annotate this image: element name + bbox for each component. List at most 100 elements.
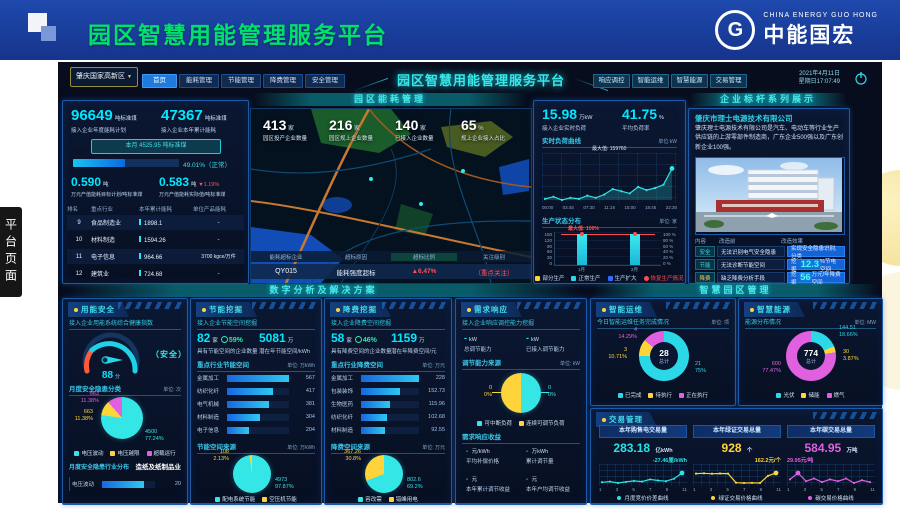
legend-item[interactable]: 电压越限	[110, 449, 140, 457]
demand-pie[interactable]	[501, 373, 541, 413]
energy-donut-chart[interactable]: 774 总计	[786, 331, 836, 381]
chart-legend: 配电系统节能 空压机节能	[191, 495, 321, 503]
legend-item[interactable]: 空压机节能	[262, 495, 297, 503]
legend-item[interactable]: 连续可调节负荷	[519, 419, 565, 427]
legend-item[interactable]: 待执行	[648, 391, 672, 399]
alert-table-row[interactable]: QY015 能耗强度超标 ▲6.47% （重点关注）	[251, 264, 531, 279]
saving-industry-bars[interactable]: 金属加工 567 纺织化纤 417 电气机械 381 材料制造 304 电子信息 204	[197, 371, 315, 437]
pie-label-pct: 77.47%	[762, 367, 781, 374]
power-button[interactable]	[854, 71, 868, 85]
ops-donut-chart[interactable]: 28 总计	[639, 331, 689, 381]
region-select[interactable]: 肇庆国家高新区 ▼	[70, 67, 138, 87]
legend-item[interactable]: 容改需	[358, 495, 382, 503]
legend-item[interactable]: 恢复生产情况	[643, 274, 684, 282]
pie-label-value: 21	[695, 361, 702, 367]
legend-item[interactable]: 可中断负荷	[477, 419, 512, 427]
legend-label: 部分生产	[542, 276, 565, 282]
table-row[interactable]: 11 电子信息 964.66 3700 kgce/万件	[67, 249, 244, 264]
bar-value: 304	[305, 414, 315, 420]
x-tick-label: 5	[726, 487, 729, 492]
kpi-label: 接入企业本年累计能耗	[161, 128, 217, 134]
table-row[interactable]: 12 建筑业 724.68 -	[67, 266, 244, 281]
trade-mini-chart[interactable]: -27.46厘/kWh	[599, 458, 687, 486]
legend-swatch	[826, 392, 832, 398]
cell-ratio: ▲6.47%	[411, 268, 437, 275]
chart-legend[interactable]: 月度竞价价差曲线	[599, 494, 687, 502]
chart-title: 降费空间来源	[331, 444, 370, 451]
stripe-decor	[382, 302, 446, 309]
cost-industry-bars[interactable]: 金属加工 228 包装装饰 152.73 生物医药 115.96 纺织化纤 102.68 材料制…	[331, 371, 445, 437]
legend-item[interactable]: 燃气	[826, 391, 845, 399]
tab-energy-mgmt[interactable]: 能耗管理	[179, 74, 219, 88]
tab-smart-energy[interactable]: 智慧能源	[671, 74, 708, 88]
kpi-realtime-load: 15.98 万kW 接入企业实时负荷	[542, 106, 593, 132]
kpi-connected-capacity: - kW 已接入调节能力	[526, 333, 565, 353]
legend-item[interactable]: 光伏	[776, 391, 794, 399]
tab-smart-ops[interactable]: 智能运维	[632, 74, 669, 88]
pie-label: 0 0%	[548, 385, 572, 399]
side-tab-platform-page[interactable]: 平台页面	[0, 207, 22, 297]
legend-item[interactable]: 部分生产	[535, 274, 564, 282]
safety-industry-bars[interactable]: 电压波动 20	[69, 477, 181, 491]
chart-legend[interactable]: 碳交易价格曲线	[787, 494, 875, 502]
panel-title-tab: 节能挖掘	[196, 302, 257, 317]
donut-total-label: 总计	[805, 358, 816, 365]
legend-item[interactable]: 正在执行	[679, 391, 708, 399]
tab-cost-mgmt[interactable]: 降费管理	[263, 74, 303, 88]
kpi-label: 总调节能力	[464, 347, 492, 353]
table-row[interactable]: 9 食品制造业 1898.1 -	[67, 215, 244, 230]
company-description: 肇庆理士电源技术有限公司是汽车、电动车等行业生产供应链的上游零部件制造商，广东企…	[695, 126, 844, 151]
stat-label: 已接入企业数量	[395, 136, 434, 142]
pie-label: 4 14.29%	[609, 327, 637, 341]
chart-annotation: 29.95元/吨	[787, 458, 814, 464]
pie-label: 4973 97.87%	[275, 477, 315, 491]
tab-saving-mgmt[interactable]: 节能管理	[221, 74, 261, 88]
chart-legend[interactable]: 绿证交易价格曲线	[693, 494, 781, 502]
safety-pie-chart[interactable]	[101, 397, 143, 439]
tab-response-control[interactable]: 响应调控	[593, 74, 630, 88]
legend-item[interactable]: 电压波动	[74, 449, 103, 457]
x-tick-label: 03:45	[562, 205, 574, 210]
kpi-unit: 吨	[103, 182, 109, 188]
cost-source-pie[interactable]	[365, 455, 403, 493]
income-unit: 元/kWh	[471, 449, 490, 455]
legend-item[interactable]: 正常生产	[571, 274, 601, 282]
table-row[interactable]: 10 材料制造 1594.26 -	[67, 232, 244, 247]
x-tick-label: 3	[615, 487, 619, 492]
kpi-unit: 万	[419, 338, 425, 344]
tab-home[interactable]: 首页	[142, 74, 177, 88]
bar-fill	[361, 387, 400, 395]
legend-dot	[711, 496, 716, 500]
retrofit-row-safety: 安全 无法识别电气安全隐患 实现安全隐患识别,分类	[695, 246, 845, 260]
legend-item[interactable]: 超载运行	[146, 449, 176, 457]
legend-item[interactable]: 生产扩大	[607, 274, 637, 282]
stat-unit: 家	[420, 126, 427, 132]
stripe-decor	[813, 302, 877, 309]
x-tick-label: 11:15	[604, 205, 615, 210]
kpi-value: 82	[197, 331, 211, 345]
legend-swatch	[262, 496, 268, 502]
legend-swatch	[643, 275, 649, 281]
legend-item[interactable]: 已完成	[617, 391, 641, 399]
progress-label: 49.01%（正常）	[183, 162, 232, 169]
load-line-chart[interactable]	[542, 153, 677, 203]
trade-mini-chart[interactable]: 162.2元/个	[693, 458, 781, 486]
chart-header: 重点行业降费空间 单位: 万元	[331, 359, 445, 372]
kpi-label: 潜在年节能空间/kWh	[259, 349, 311, 355]
production-bar-chart[interactable]: 150 120 90 60 30 0 1月 2月 100 % 80 % 60 % 40 % 20 %…	[538, 231, 681, 272]
legend-swatch	[146, 450, 152, 456]
kpi-badge: 46%	[362, 337, 377, 344]
legend-swatch	[617, 392, 623, 398]
legend-item[interactable]: 错峰用电	[388, 495, 418, 503]
trade-mini-chart[interactable]: 29.95元/吨	[787, 458, 875, 486]
park-map[interactable]: 413 家 园区投产企业数量 216 家 园区规上企业数量 140 家 已接入企…	[250, 108, 532, 284]
cell-unit-energy: 3700 kgce/万件	[201, 254, 236, 260]
bar-value: 20	[174, 481, 181, 487]
legend-item[interactable]: 储能	[801, 391, 820, 399]
chart-header: 降费空间来源 单位: 万元	[331, 441, 445, 454]
tab-safety-mgmt[interactable]: 安全管理	[305, 74, 345, 88]
bullet-icon	[750, 307, 754, 312]
saving-source-pie[interactable]	[233, 455, 271, 493]
legend-item[interactable]: 配电系统节能	[215, 495, 255, 503]
tab-trade-mgmt[interactable]: 交易管理	[710, 74, 747, 88]
